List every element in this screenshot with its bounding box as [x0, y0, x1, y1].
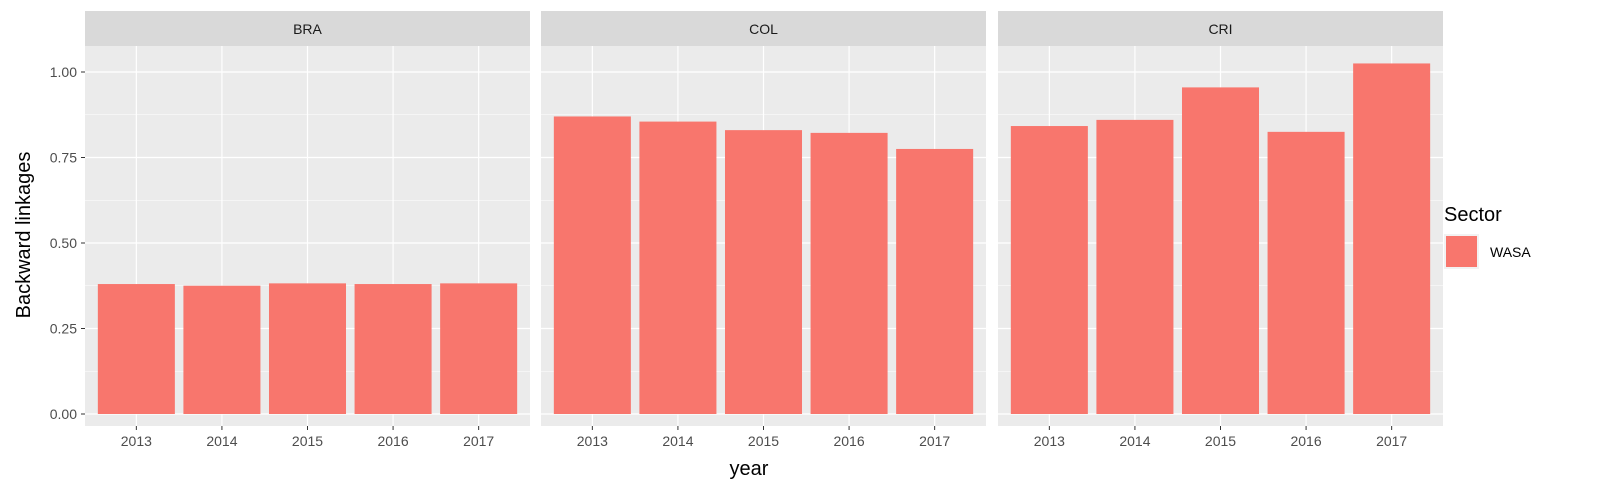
legend-label-wasa: WASA	[1490, 244, 1531, 260]
bar-bra-2015	[268, 283, 347, 414]
x-tick-label: 2013	[121, 433, 152, 449]
bar-bra-2017	[440, 283, 518, 414]
y-tick-label: 0.25	[50, 321, 77, 337]
x-tick-label: 2013	[577, 433, 608, 449]
bar-cri-2015	[1181, 87, 1260, 414]
facet-strip	[541, 11, 986, 46]
x-tick-label: 2015	[748, 433, 779, 449]
y-tick-label: 0.50	[50, 235, 77, 251]
y-tick-label: 0.75	[50, 150, 77, 166]
facet-strip-label: CRI	[1208, 21, 1232, 37]
facet-strip	[85, 11, 530, 46]
x-tick-label: 2016	[1290, 433, 1321, 449]
bar-bra-2014	[183, 285, 261, 414]
x-tick-label: 2017	[919, 433, 950, 449]
bar-bra-2013	[97, 284, 175, 414]
x-tick-label: 2014	[206, 433, 237, 449]
bar-cri-2017	[1353, 63, 1431, 414]
bar-col-2016	[810, 132, 888, 414]
bar-bra-2016	[354, 284, 432, 414]
y-tick-label: 0.00	[50, 406, 77, 422]
bar-col-2017	[896, 148, 974, 414]
facet-panel-cri: CRI 2013 2014 2015 2016 2017	[998, 11, 1443, 449]
x-tick-label: 2017	[463, 433, 494, 449]
facet-panel-bra: BRA 2013 2014 2015 2016 2017	[85, 11, 530, 449]
x-tick-label: 2017	[1376, 433, 1407, 449]
y-tick-label: 1.00	[50, 64, 77, 80]
x-tick-label: 2015	[1205, 433, 1236, 449]
x-tick-label: 2016	[833, 433, 864, 449]
y-axis: 0.00 0.25 0.50 0.75 1.00	[50, 64, 85, 422]
y-axis-title: Backward linkages	[13, 152, 35, 319]
bar-cri-2013	[1010, 126, 1088, 414]
x-tick-label: 2014	[1119, 433, 1150, 449]
bar-col-2013	[553, 116, 631, 415]
bar-col-2015	[724, 130, 803, 414]
x-tick-label: 2016	[377, 433, 408, 449]
facet-panel-col: COL 2013 2014 2015 2016 2017	[541, 11, 986, 449]
legend-title: Sector	[1444, 204, 1502, 226]
facet-panels: BRA 2013 2014 2015 2016 2017 COL 2013 2014 2015 20…	[85, 11, 1443, 449]
facet-strip-label: BRA	[293, 21, 322, 37]
bar-cri-2016	[1267, 131, 1345, 414]
x-axis-title: year	[730, 458, 769, 480]
facet-strip-label: COL	[749, 21, 778, 37]
legend-key-wasa	[1446, 236, 1477, 267]
x-tick-label: 2015	[292, 433, 323, 449]
x-tick-label: 2013	[1034, 433, 1065, 449]
bar-cri-2014	[1096, 119, 1174, 414]
legend: Sector WASA	[1444, 204, 1531, 269]
bar-col-2014	[639, 121, 717, 414]
facet-strip	[998, 11, 1443, 46]
x-tick-label: 2014	[662, 433, 693, 449]
